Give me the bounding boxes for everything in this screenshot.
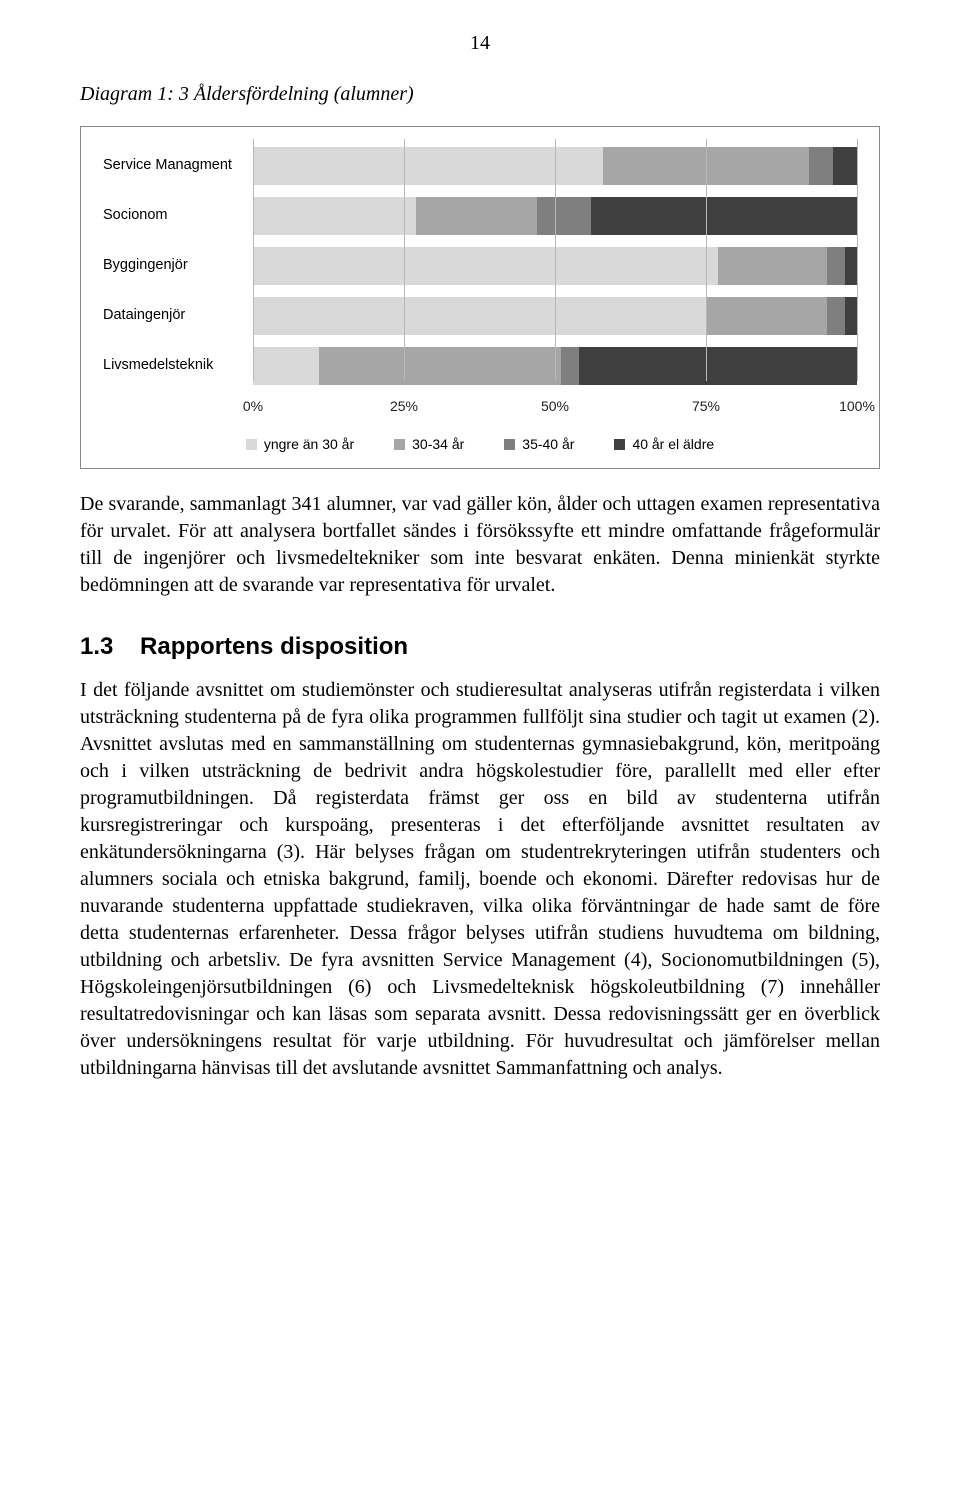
legend-label: 30-34 år <box>412 435 464 454</box>
chart-bar-segment <box>833 147 857 185</box>
chart-bar-segment <box>561 347 579 385</box>
chart-bar-segment <box>845 247 857 285</box>
chart-xtick: 0% <box>243 397 263 416</box>
chart-bar-segment <box>253 197 416 235</box>
legend-swatch <box>614 439 625 450</box>
chart-xtick: 100% <box>839 397 875 416</box>
section-heading: 1.3 Rapportens disposition <box>80 631 880 663</box>
paragraph-1: De svarande, sammanlagt 341 alumner, var… <box>80 491 880 599</box>
chart-bar <box>253 297 857 335</box>
legend-item: 30-34 år <box>394 435 464 454</box>
chart-bar-row: Dataingenjör <box>103 297 857 335</box>
chart-bar-segment <box>603 147 808 185</box>
chart-bar <box>253 247 857 285</box>
chart-category-label: Byggingenjör <box>103 256 253 276</box>
chart-category-label: Socionom <box>103 206 253 226</box>
chart-title: Diagram 1: 3 Åldersfördelning (alumner) <box>80 81 880 108</box>
legend-item: yngre än 30 år <box>246 435 354 454</box>
legend-label: 40 år el äldre <box>632 435 714 454</box>
chart-bar-segment <box>718 247 827 285</box>
chart-category-label: Dataingenjör <box>103 306 253 326</box>
chart-bar-row: Service Managment <box>103 147 857 185</box>
chart-bar-segment <box>253 297 706 335</box>
legend-label: yngre än 30 år <box>264 435 354 454</box>
chart-container: Service Managment Socionom Byggingenjör Dat… <box>80 126 880 469</box>
chart-bar-row: Livsmedelsteknik <box>103 347 857 385</box>
chart-bar-segment <box>319 347 561 385</box>
chart-plot-area: Service Managment Socionom Byggingenjör Dat… <box>103 147 857 385</box>
chart-bar-segment <box>416 197 537 235</box>
chart-bar-segment <box>827 297 845 335</box>
chart-bar-segment <box>827 247 845 285</box>
legend-swatch <box>504 439 515 450</box>
chart-category-label: Livsmedelsteknik <box>103 356 253 376</box>
legend-swatch <box>394 439 405 450</box>
chart-bar-segment <box>591 197 857 235</box>
section-title: Rapportens disposition <box>140 633 408 660</box>
paragraph-2: I det följande avsnittet om studiemönste… <box>80 677 880 1082</box>
chart-bar <box>253 147 857 185</box>
legend-label: 35-40 år <box>522 435 574 454</box>
chart-bar-segment <box>845 297 857 335</box>
chart-bar-row: Socionom <box>103 197 857 235</box>
page-number: 14 <box>80 30 880 57</box>
legend-swatch <box>246 439 257 450</box>
legend-item: 35-40 år <box>504 435 574 454</box>
chart-xtick: 25% <box>390 397 418 416</box>
chart-bar-segment <box>537 197 591 235</box>
chart-bar-row: Byggingenjör <box>103 247 857 285</box>
chart-bar <box>253 347 857 385</box>
legend-item: 40 år el äldre <box>614 435 714 454</box>
chart-x-axis: 0%25%50%75%100% <box>103 397 857 425</box>
chart-bar <box>253 197 857 235</box>
chart-bar-segment <box>253 147 603 185</box>
chart-category-label: Service Managment <box>103 156 253 176</box>
chart-bar-segment <box>579 347 857 385</box>
chart-bar-segment <box>253 247 718 285</box>
chart-legend: yngre än 30 år 30-34 år 35-40 år 40 år el ä… <box>103 435 857 454</box>
chart-xtick: 50% <box>541 397 569 416</box>
chart-bar-segment <box>253 347 319 385</box>
chart-xtick: 75% <box>692 397 720 416</box>
section-number: 1.3 <box>80 633 113 660</box>
chart-bar-segment <box>706 297 827 335</box>
chart-bar-segment <box>809 147 833 185</box>
